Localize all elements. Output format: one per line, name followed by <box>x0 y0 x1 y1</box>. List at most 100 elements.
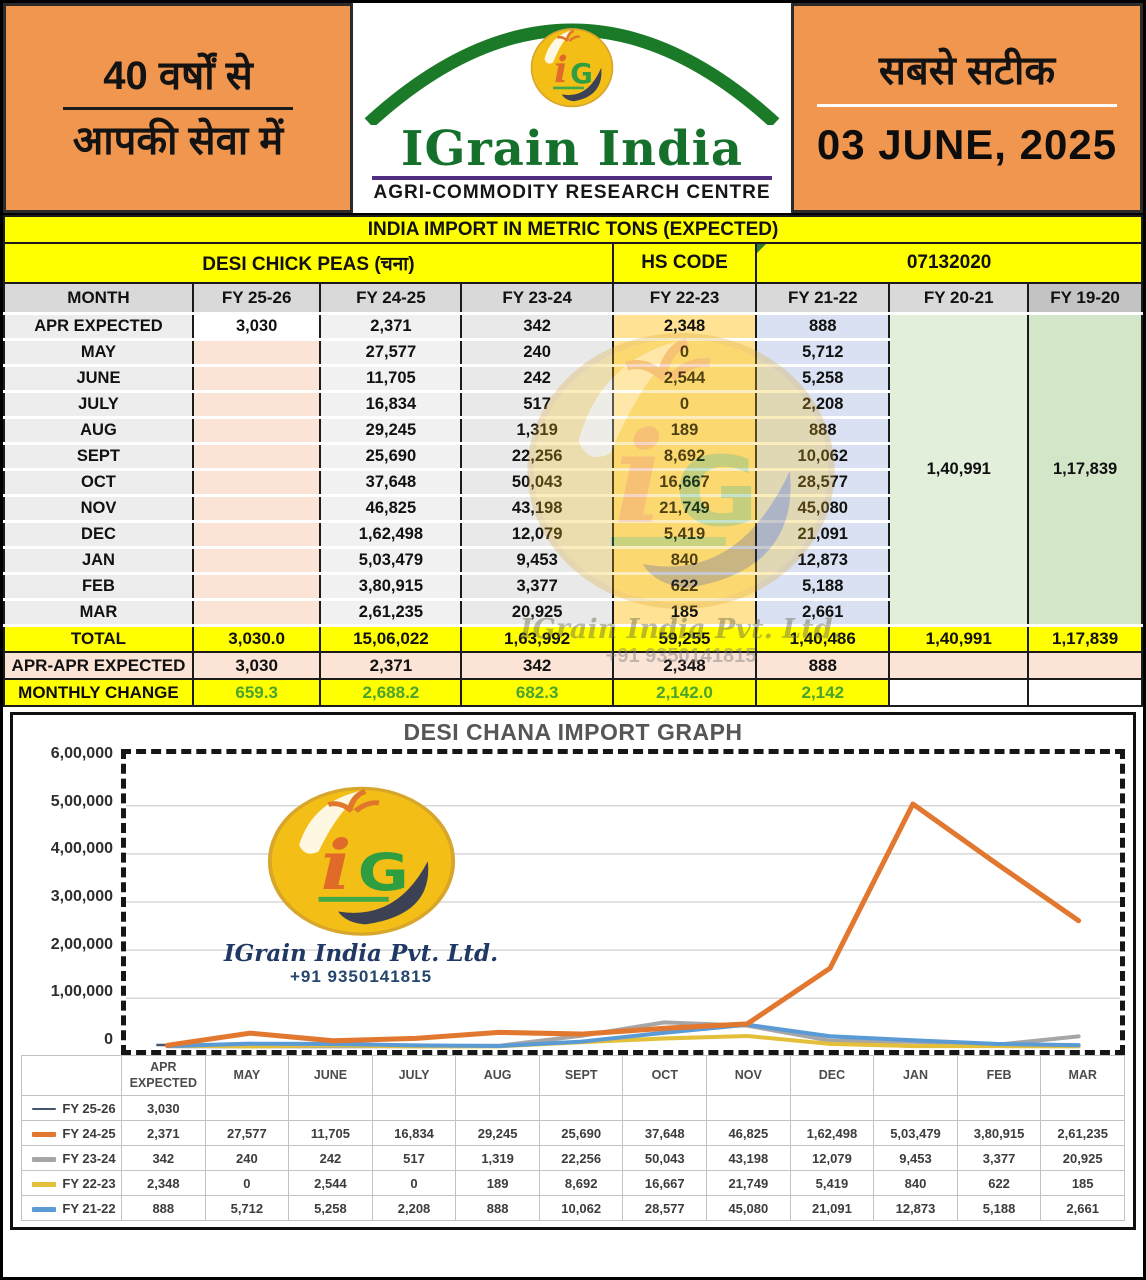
value-cell <box>191 467 322 497</box>
series-value-cell: 0 <box>371 1170 457 1196</box>
brand-tagline: AGRI-COMMODITY RESEARCH CENTRE <box>373 182 771 203</box>
chart-table-corner <box>21 1055 122 1096</box>
value-cell: 46,825 <box>319 493 463 523</box>
value-cell <box>191 441 322 471</box>
import-table: INDIA IMPORT IN METRIC TONS (EXPECTED) D… <box>3 215 1143 707</box>
footer-value-cell <box>1027 651 1143 680</box>
footer-row-label: APR-APR EXPECTED <box>3 651 194 680</box>
series-value-cell: 0 <box>204 1170 290 1196</box>
series-value-cell: 25,690 <box>538 1120 624 1146</box>
table-subheader-row: DESI CHICK PEAS (चना) HS CODE 07132020 <box>3 242 1143 284</box>
chart-table-month-header: FEB <box>956 1055 1042 1096</box>
chart-table-month-header: JULY <box>371 1055 457 1096</box>
value-cell: 2,348 <box>611 311 758 341</box>
y-tick-label: 4,00,000 <box>50 840 113 858</box>
series-value-cell: 1,62,498 <box>789 1120 875 1146</box>
value-cell: 21,749 <box>611 493 758 523</box>
month-label: MAR <box>3 597 194 627</box>
value-cell: 10,062 <box>755 441 891 471</box>
table-banner: INDIA IMPORT IN METRIC TONS (EXPECTED) <box>3 215 1143 244</box>
month-label: JAN <box>3 545 194 575</box>
y-tick-label: 1,00,000 <box>50 983 113 1001</box>
series-value-cell <box>706 1095 791 1121</box>
footer-row: TOTAL 3,030.0 15,06,022 1,63,992 59,255 1,40,… <box>3 624 1143 653</box>
import-table-body: APR EXPECTED 3,030 2,371 342 2,348 888 1,40,99… <box>3 311 1143 627</box>
series-value-cell: 12,873 <box>873 1195 958 1221</box>
value-cell: 2,661 <box>755 597 891 627</box>
value-cell <box>191 363 322 393</box>
series-value-cell: 240 <box>204 1145 290 1171</box>
chart-table-month-header: MAY <box>204 1055 290 1096</box>
legend-swatch <box>32 1131 57 1137</box>
value-cell: 3,030 <box>191 311 322 341</box>
header-right-divider <box>817 103 1117 107</box>
header-left-line2: आपकी सेवा में <box>72 118 284 163</box>
series-value-cell: 45,080 <box>706 1195 791 1221</box>
value-cell: 12,079 <box>460 519 614 549</box>
footer-value-cell: 3,030 <box>191 651 322 680</box>
value-cell <box>191 389 322 419</box>
brand-underline <box>372 176 772 180</box>
footer-value-cell: 2,142 <box>755 678 891 707</box>
series-value-cell: 29,245 <box>455 1120 540 1146</box>
value-cell: 2,371 <box>319 311 463 341</box>
series-value-cell: 5,419 <box>789 1170 875 1196</box>
series-value-cell: 2,348 <box>121 1170 206 1196</box>
value-cell: 8,692 <box>611 441 758 471</box>
value-cell: 2,61,235 <box>319 597 463 627</box>
series-value-cell: 840 <box>873 1170 958 1196</box>
month-label: FEB <box>3 571 194 601</box>
series-name: FY 24-25 <box>62 1125 116 1141</box>
y-tick-label: 3,00,000 <box>50 888 113 905</box>
header-left-line1: 40 वर्षों से <box>103 53 253 98</box>
value-cell: 11,705 <box>319 363 463 393</box>
value-cell: 342 <box>460 311 614 341</box>
series-legend-cell: FY 24-25 <box>21 1120 122 1146</box>
value-cell: 2,208 <box>755 389 891 419</box>
series-value-cell: 37,648 <box>622 1120 708 1146</box>
column-header: FY 19-20 <box>1027 282 1143 314</box>
footer-value-cell: 682.3 <box>460 678 614 707</box>
series-legend-cell: FY 22-23 <box>21 1170 122 1196</box>
cell-flag-triangle <box>758 245 767 253</box>
value-cell: 189 <box>611 415 758 445</box>
value-cell: 1,62,498 <box>319 519 463 549</box>
footer-row: APR-APR EXPECTED 3,030 2,371 342 2,348 888 <box>3 651 1143 680</box>
hs-code-text: 07132020 <box>906 252 992 273</box>
column-header: FY 24-25 <box>319 282 463 314</box>
header-left-panel: 40 वर्षों से आपकी सेवा में <box>3 3 353 213</box>
value-cell: 16,667 <box>611 467 758 497</box>
series-value-cell: 21,091 <box>789 1195 875 1221</box>
value-cell: 5,188 <box>755 571 891 601</box>
series-value-cell: 50,043 <box>622 1145 708 1171</box>
merged-total-fy20-21: 1,40,991 <box>888 311 1030 627</box>
series-value-cell <box>956 1095 1042 1121</box>
hs-code-value: 07132020 <box>755 242 1143 284</box>
chart-series-row: FY 21-22 888 5,712 5,258 2,208 888 10,062 28,57… <box>21 1195 1125 1221</box>
series-value-cell: 888 <box>455 1195 540 1221</box>
chart-table-month-header: MAR <box>1040 1055 1125 1096</box>
header-right-panel: सबसे सटीक 03 JUNE, 2025 <box>791 3 1143 213</box>
footer-value-cell: 342 <box>460 651 614 680</box>
y-tick-label: 0 <box>104 1031 113 1048</box>
header-right-line1: सबसे सटीक <box>878 48 1056 93</box>
series-value-cell: 5,03,479 <box>873 1120 958 1146</box>
chart-svg <box>126 801 1120 1049</box>
chart-table-month-header: DEC <box>789 1055 875 1096</box>
series-value-cell: 888 <box>121 1195 206 1221</box>
chart-data-table: APR EXPECTED MAY JUNE JULY AUG SEPT OCT NOV DEC J… <box>21 1055 1125 1221</box>
series-value-cell <box>789 1095 875 1121</box>
series-value-cell <box>538 1095 624 1121</box>
value-cell: 242 <box>460 363 614 393</box>
series-value-cell: 21,749 <box>706 1170 791 1196</box>
value-cell: 5,712 <box>755 337 891 367</box>
footer-value-cell: 59,255 <box>611 624 758 653</box>
chart-section: DESI CHANA IMPORT GRAPH 6,00,000 5,00,000… <box>10 712 1136 1230</box>
series-value-cell: 185 <box>1040 1170 1125 1196</box>
value-cell: 3,377 <box>460 571 614 601</box>
footer-value-cell: 1,17,839 <box>1027 624 1143 653</box>
value-cell <box>191 597 322 627</box>
value-cell <box>191 415 322 445</box>
value-cell: 28,577 <box>755 467 891 497</box>
brand-title: IGrain India <box>401 121 743 177</box>
